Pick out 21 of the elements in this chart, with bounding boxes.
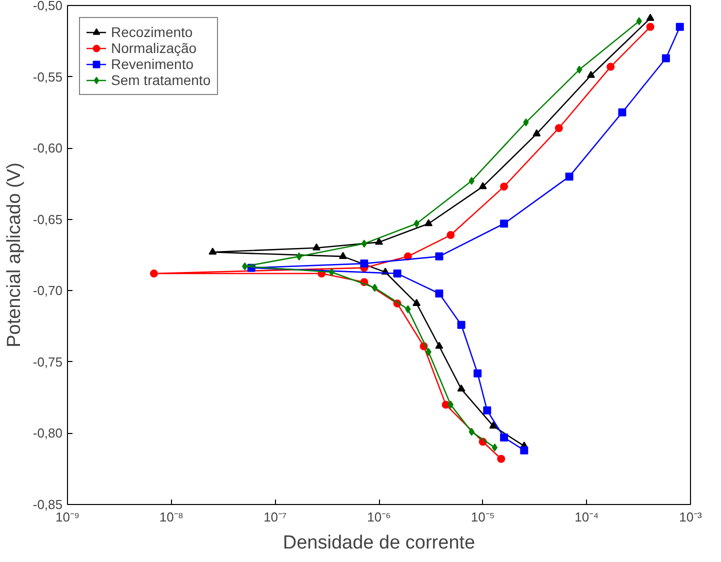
legend-label: Recozimento bbox=[111, 24, 193, 40]
y-tick-label: -0,50 bbox=[32, 0, 63, 13]
y-tick-label: -0,60 bbox=[32, 140, 63, 156]
y-tick-label: -0,55 bbox=[32, 69, 63, 84]
y-axis-title: Potencial aplicado (V) bbox=[4, 162, 25, 348]
legend-label: Sem tratamento bbox=[111, 72, 211, 88]
y-tick-label: -0,75 bbox=[32, 354, 63, 370]
x-tick-label: 10⁻⁸ bbox=[159, 510, 184, 524]
x-tick-label: 10⁻⁶ bbox=[367, 510, 391, 524]
x-tick-label: 10⁻⁴ bbox=[574, 510, 599, 524]
y-tick-label: -0,85 bbox=[32, 497, 63, 512]
x-axis-title: Densidade de corrente bbox=[282, 532, 476, 554]
y-tick-label: -0,65 bbox=[32, 212, 63, 227]
x-tick-label: 10⁻⁹ bbox=[55, 510, 80, 524]
y-tick-label: -0,70 bbox=[32, 283, 63, 298]
x-tick-label: 10⁻⁷ bbox=[264, 510, 288, 524]
x-tick-label: 10⁻³ bbox=[679, 510, 703, 524]
legend-label: Normalização bbox=[111, 40, 197, 56]
y-tick-label: -0,80 bbox=[32, 426, 63, 441]
x-tick-label: 10⁻⁵ bbox=[470, 510, 495, 524]
legend-label: Revenimento bbox=[111, 56, 194, 72]
